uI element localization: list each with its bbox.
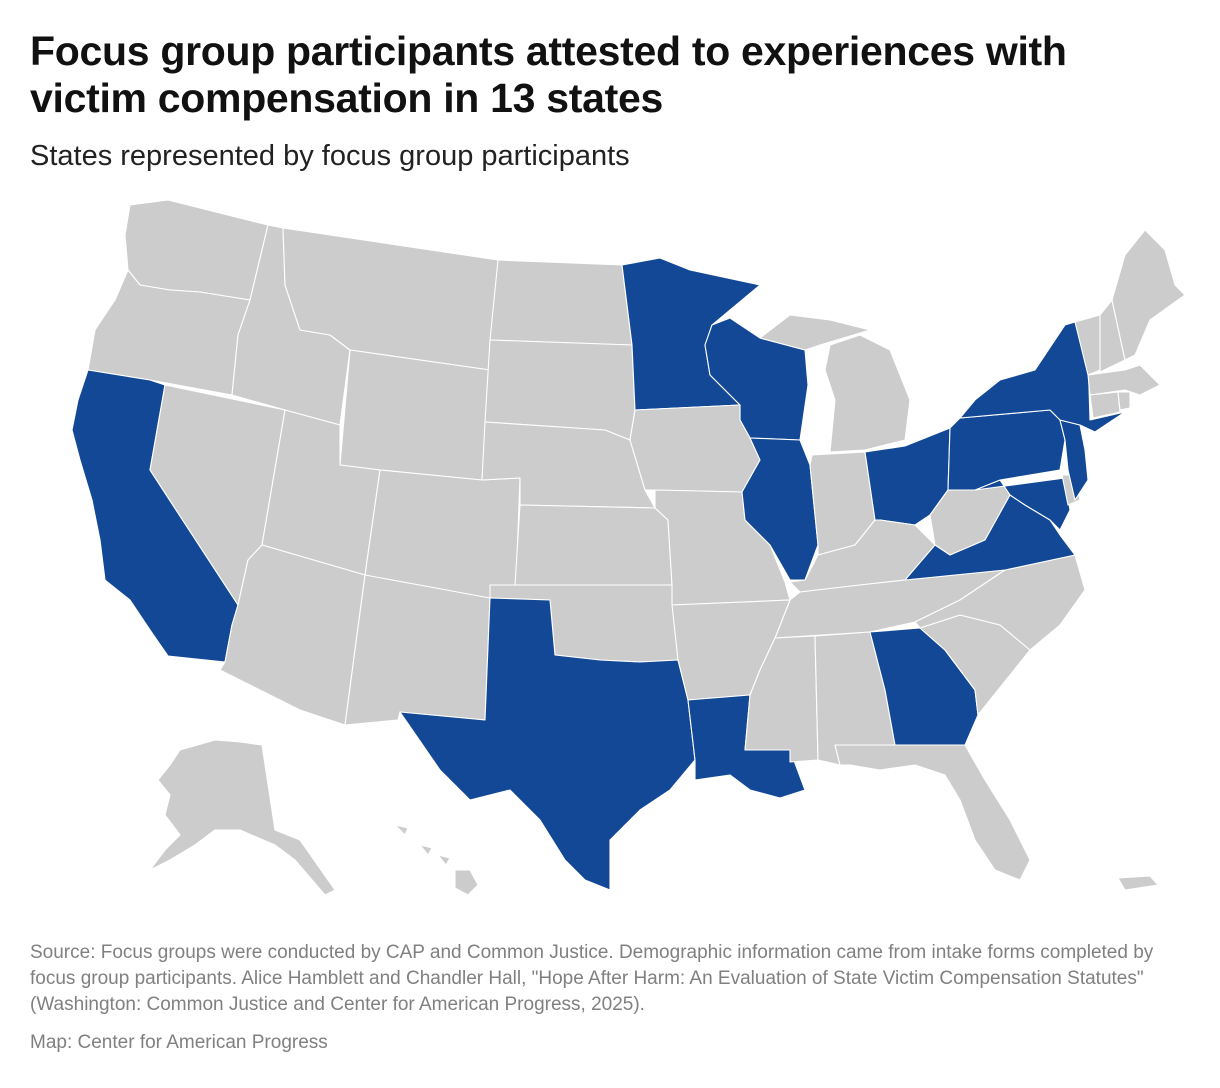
state-wyoming[interactable] [339,349,491,481]
state-rhode-island[interactable] [1117,391,1131,411]
state-texas[interactable] [399,597,696,891]
map-subtitle: States represented by focus group partic… [30,140,630,172]
us-map-svg [71,199,1186,896]
state-illinois[interactable] [741,437,819,581]
source-note: Source: Focus groups were conducted by C… [30,942,1154,1015]
state-michigan-lower[interactable] [824,334,911,453]
state-pennsylvania[interactable] [947,409,1066,491]
state-kansas[interactable] [514,504,673,586]
map-credit: Map: Center for American Progress [30,1032,328,1053]
state-new-mexico[interactable] [344,574,491,726]
state-mississippi[interactable] [744,635,819,763]
state-north-dakota[interactable] [489,259,633,346]
state-connecticut[interactable] [1089,391,1121,419]
state-florida[interactable] [834,744,1031,881]
state-washington[interactable] [124,199,269,301]
state-new-jersey[interactable] [1059,419,1089,501]
page-title: Focus group participants attested to exp… [30,28,1067,121]
state-iowa[interactable] [629,404,761,493]
state-north-carolina[interactable] [914,554,1086,651]
us-map [0,180,1220,920]
state-hawaii[interactable] [394,824,479,896]
state-maine[interactable] [1111,229,1186,361]
state-alaska[interactable] [149,739,336,896]
territory-puerto-rico[interactable] [1117,875,1159,891]
state-michigan-upper[interactable] [759,314,871,351]
